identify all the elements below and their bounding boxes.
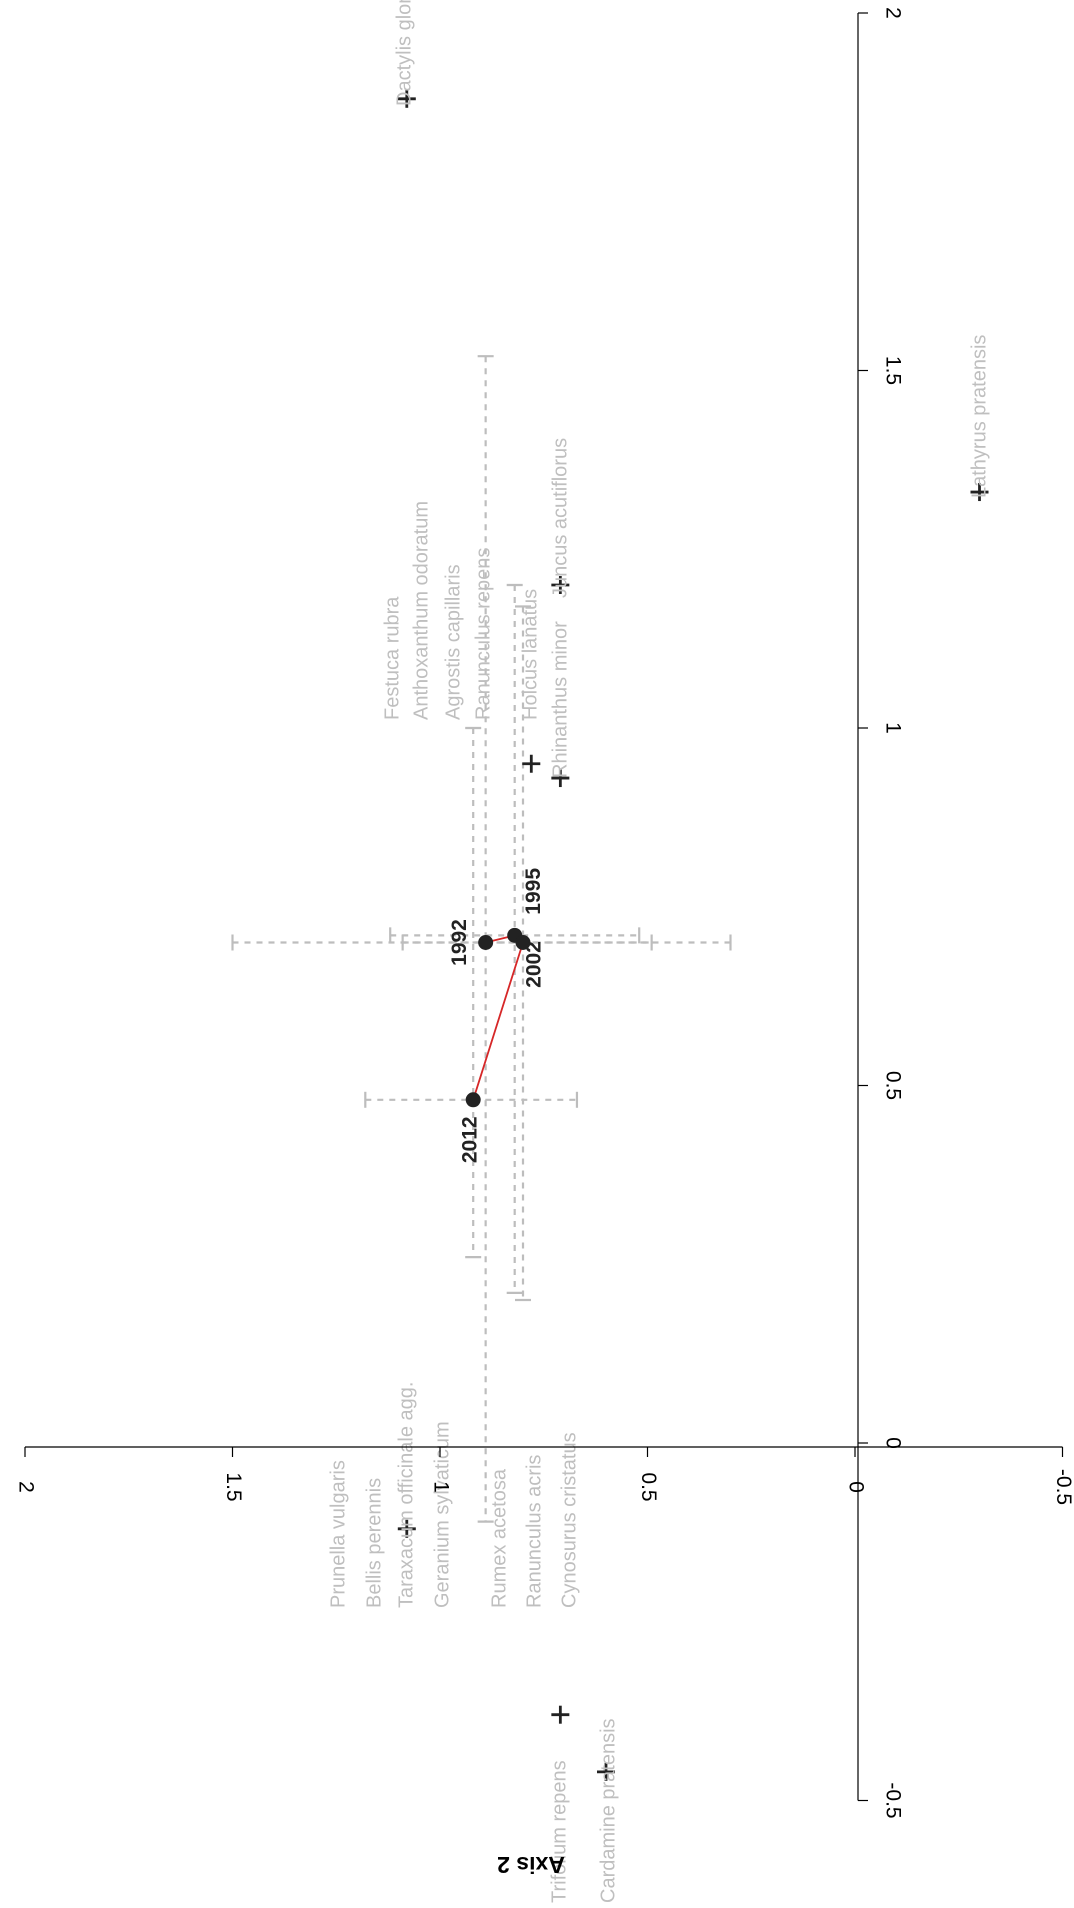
y-axis-title: Axis 2: [497, 1852, 565, 1878]
y-tick-label: 2: [14, 1481, 37, 1493]
y-tick-label: 1: [429, 1481, 452, 1493]
x-tick-label: 1.5: [881, 356, 904, 385]
species-label: Holcus lanatus: [519, 589, 541, 720]
y-tick-label: 1.5: [222, 1472, 245, 1501]
species-label: Agrostis capillaris: [442, 564, 464, 720]
species-layer: Dactylis glomerata Lathyrus pratensis Junc…: [327, 0, 990, 1903]
species-label: Ranunculus repens: [472, 548, 494, 720]
year-label: 2012: [459, 1116, 482, 1163]
species-label: Taraxacum officinale agg.: [395, 1382, 417, 1608]
year-layer: 1992 1995 2002 2012: [448, 868, 545, 1163]
species-label: Festuca rubra: [381, 596, 403, 720]
species-label: Trifolium repens: [548, 1760, 570, 1903]
species-label: Cardamine pratensis: [597, 1718, 619, 1903]
error-bars: [231, 355, 732, 1523]
x-tick-label: -0.5: [881, 1782, 904, 1818]
species-label: Lathyrus pratensis: [968, 335, 990, 498]
species-label: Geranium sylvaticum: [431, 1421, 453, 1608]
x-tick-label: 0: [881, 1437, 904, 1449]
species-label: Ranunculus acris: [523, 1455, 545, 1608]
species-label: Rhinanthus minor: [549, 621, 571, 778]
year-point: [515, 935, 531, 950]
year-point: [465, 1092, 481, 1108]
x-tick-label: 0.5: [881, 1071, 904, 1100]
species-label: Juncus acutiflorus: [549, 438, 571, 598]
y-tick-label: 0.5: [637, 1472, 660, 1501]
year-label: 2002: [523, 941, 546, 988]
y-tick-label: -0.5: [1052, 1469, 1074, 1505]
y-tick-label: 0: [844, 1481, 867, 1493]
x-tick-label: 1: [881, 722, 904, 734]
species-label: Prunella vulgaris: [327, 1460, 349, 1608]
species-label: Dactylis glomerata: [393, 0, 415, 106]
year-label: 1992: [448, 919, 471, 966]
year-point: [478, 935, 494, 950]
x-tick-label: 2: [881, 7, 904, 19]
species-label: Cynosurus cristatus: [558, 1432, 580, 1608]
year-label: 1995: [522, 868, 545, 915]
species-label: Bellis perennis: [363, 1478, 385, 1608]
species-label: Anthoxanthum odoratum: [410, 501, 432, 720]
axes: -0.5 0 0.5 1 1.5 2 -0.5 0 0.5 1 1.5 2 Axis 2: [14, 7, 1074, 1878]
species-label: Rumex acetosa: [488, 1468, 510, 1608]
